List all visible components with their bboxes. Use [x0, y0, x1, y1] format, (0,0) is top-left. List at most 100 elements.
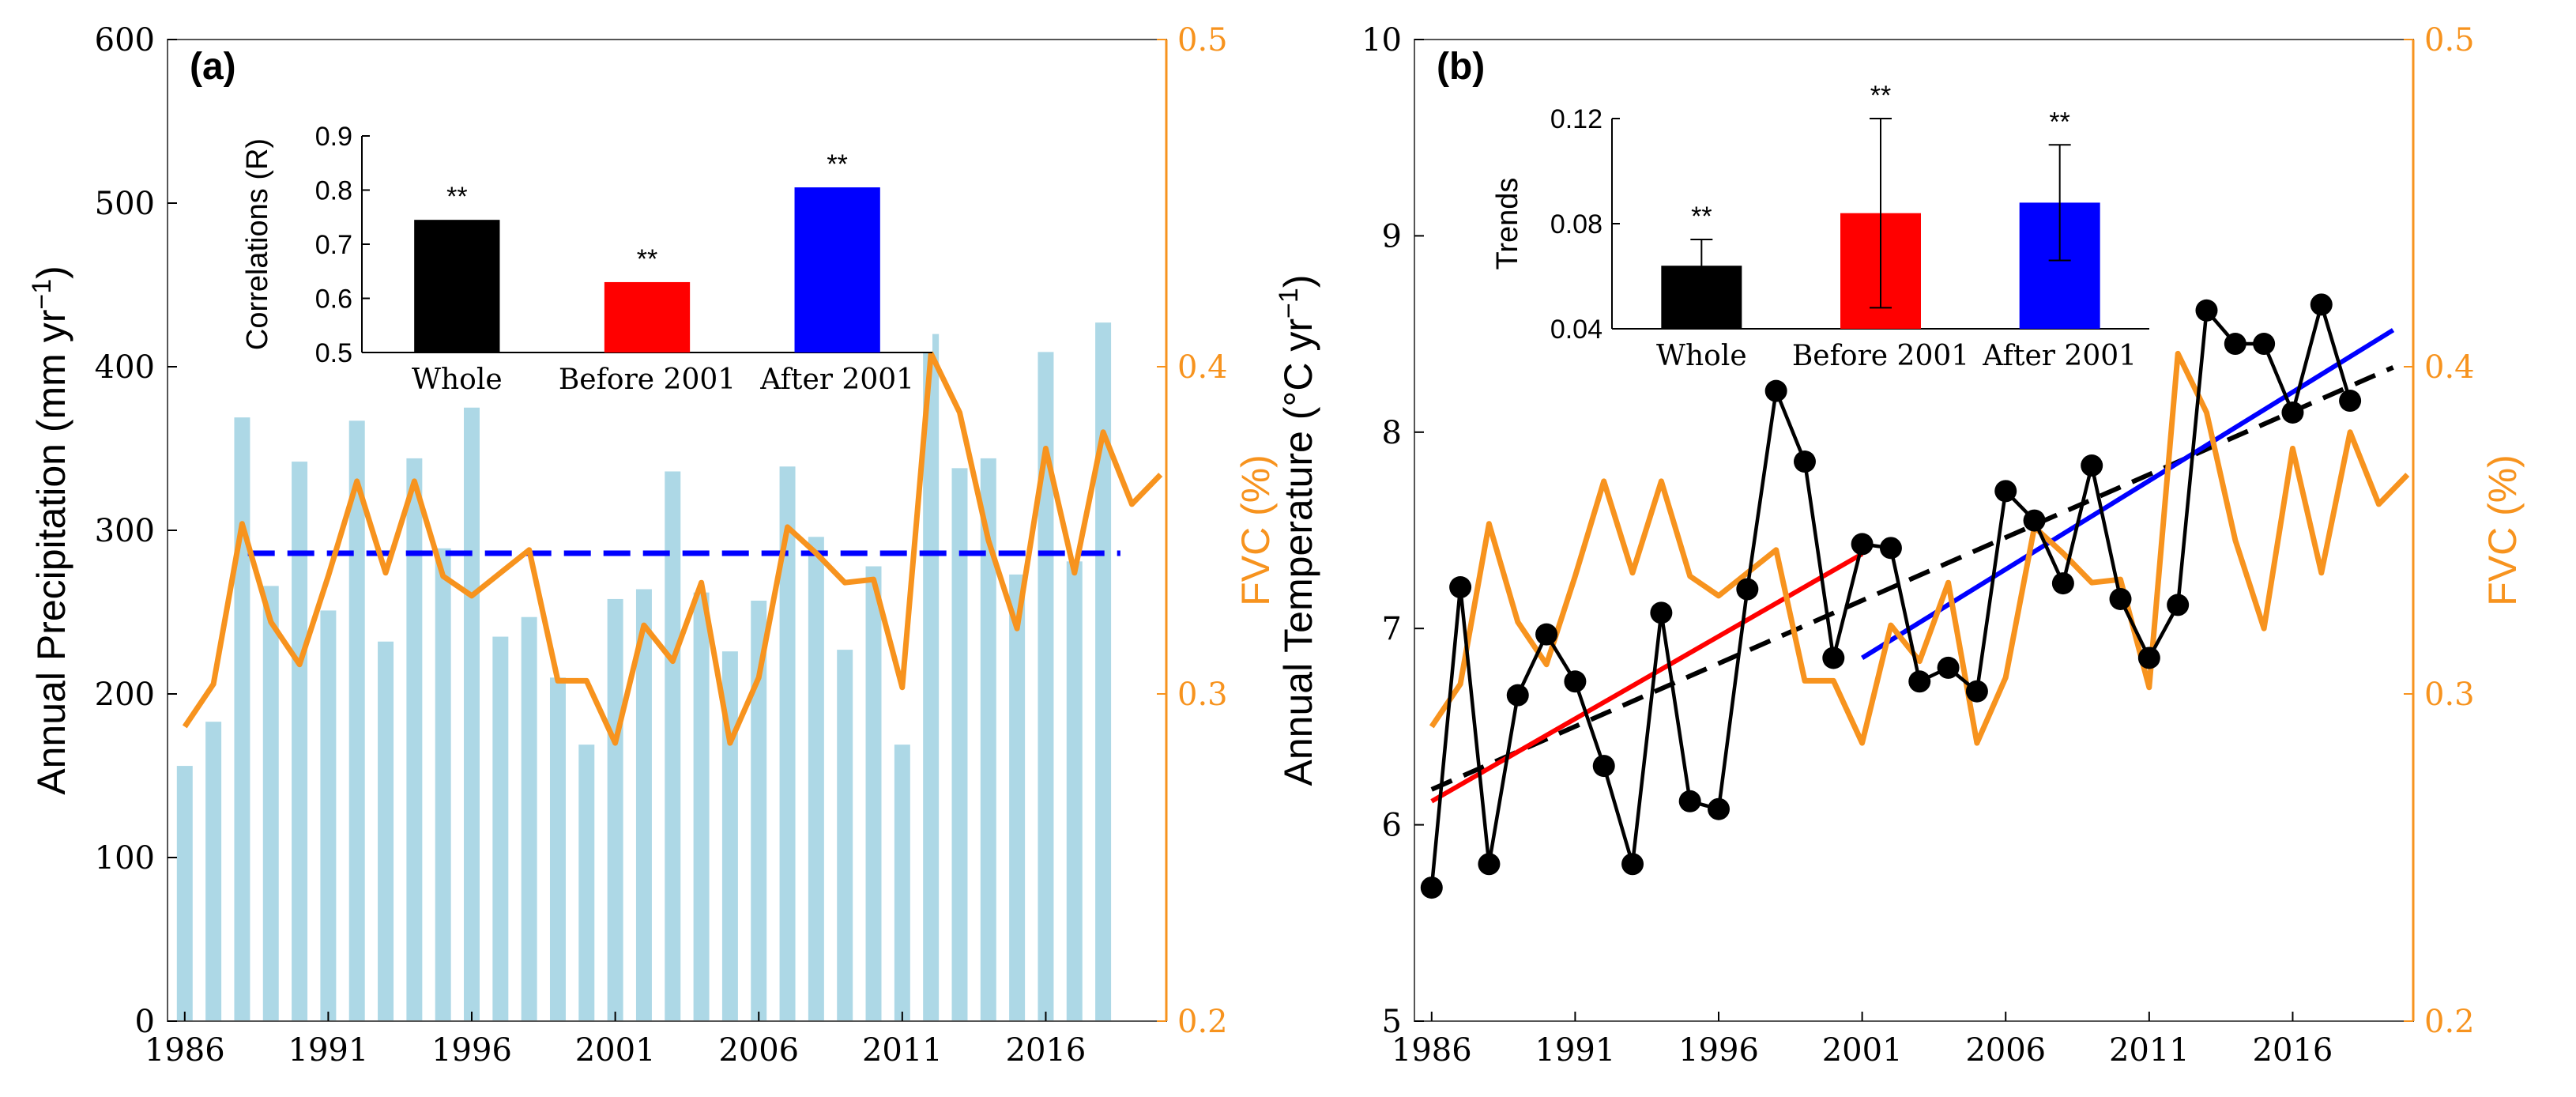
inset-y-tick-label: 0.12 [1550, 104, 1602, 134]
y2-tick-label: 0.4 [2424, 349, 2475, 386]
y2-tick-label: 0.2 [2424, 1004, 2475, 1040]
precipitation-bar [751, 601, 767, 1021]
temperature-point [2137, 647, 2160, 669]
trend-line-before-2001 [1430, 552, 1864, 804]
inset-category-label: Before 2001 [1792, 340, 1969, 372]
inset-bar [794, 187, 880, 352]
y2-tick-label: 0.3 [2424, 677, 2475, 713]
y-tick-label: 8 [1382, 415, 1402, 451]
fvc-line-a [182, 350, 1163, 746]
temperature-point [1879, 537, 1902, 560]
temperature-point [1449, 576, 1472, 599]
inset-bar [604, 281, 691, 352]
temperature-point [1965, 680, 1988, 703]
y-ticks-a: 0 100 200 300 400 500 600 [95, 22, 177, 1040]
y-tick-label: 10 [1361, 22, 1402, 58]
significance-marker: ** [446, 182, 467, 212]
precipitation-bar [464, 407, 480, 1021]
temperature-point [1937, 656, 1960, 679]
precipitation-bar [951, 468, 968, 1021]
panel-label-b: (b) [1437, 46, 1485, 88]
precipitation-bar [234, 417, 250, 1021]
significance-marker: ** [827, 149, 847, 179]
y-tick-label: 6 [1382, 808, 1402, 844]
y-tick-label: 100 [95, 840, 155, 876]
precipitation-bar [1038, 352, 1054, 1021]
precipitation-bar [435, 548, 451, 1021]
precipitation-bar [837, 650, 853, 1021]
inset-category-label: Whole [412, 364, 503, 396]
inset-y-label: Correlations (R) [241, 138, 274, 350]
temperature-point [1678, 790, 1701, 812]
inset-y-tick-label: 0.04 [1550, 315, 1602, 345]
temperature-point [1592, 755, 1615, 778]
temperature-point [2224, 333, 2246, 356]
y2-axis-label-a: FVC (%) [1233, 454, 1278, 606]
inset-category-label: After 2001 [759, 364, 914, 396]
x-tick-label: 1996 [1678, 1032, 1759, 1069]
precipitation-bar [521, 616, 537, 1021]
y-tick-label: 600 [95, 22, 155, 58]
x-tick-label: 1991 [1535, 1032, 1616, 1069]
temperature-point [1506, 684, 1529, 707]
precipitation-bar [721, 651, 738, 1021]
x-tick-label: 2016 [1006, 1032, 1087, 1069]
temperature-point [2081, 454, 2103, 477]
x-tick-label: 2001 [1822, 1032, 1903, 1069]
temperature-point [2281, 401, 2304, 424]
temperature-point [2167, 594, 2190, 616]
y-axis-label-a: Annual Precipitation (mm yr−1) [27, 266, 73, 795]
temperature-point [1764, 379, 1787, 402]
y2-tick-label: 0.2 [1177, 1004, 1228, 1040]
precipitation-bar [808, 537, 824, 1021]
inset-correlations: 0.5 0.6 0.7 0.8 0.9 ** Whole ** Before 2001 ** Aft… [241, 122, 932, 396]
precipitation-bar [980, 458, 996, 1021]
temperature-point [1851, 533, 1874, 556]
y2-ticks-a: 0.2 0.3 0.4 0.5 [1157, 22, 1228, 1040]
y-tick-label: 500 [95, 186, 155, 222]
precipitation-bar [549, 677, 566, 1021]
y2-tick-label: 0.5 [2424, 22, 2475, 58]
x-ticks-b: 1986 1991 1996 2001 2006 2011 2016 [1392, 1012, 2333, 1069]
y2-ticks-b: 0.2 0.3 0.4 0.5 [2404, 22, 2475, 1040]
temperature-points [1420, 293, 2362, 899]
inset-y-label: Trends [1491, 178, 1524, 270]
inset-y-tick-label: 0.7 [315, 230, 352, 260]
inset-category-label: After 2001 [1982, 340, 2137, 372]
precipitation-bar [320, 610, 337, 1021]
temperature-point [1650, 601, 1673, 624]
significance-marker: ** [1870, 81, 1891, 111]
temperature-point [2023, 509, 2046, 532]
y-tick-label: 400 [95, 349, 155, 386]
y-tick-label: 300 [95, 513, 155, 549]
inset-y-tick-label: 0.9 [315, 122, 352, 152]
precipitation-bar [378, 641, 394, 1021]
precipitation-bar [1095, 322, 1112, 1021]
precipitation-bar [176, 766, 193, 1021]
precipitation-bar [348, 420, 365, 1021]
y-axis-label-b: Annual Temperature (°C yr−1) [1274, 275, 1320, 786]
precipitation-bar [1066, 561, 1083, 1021]
temperature-point [1793, 450, 1816, 473]
temperature-point [1621, 853, 1644, 876]
y2-axis-label-b: FVC (%) [2480, 454, 2525, 606]
temperature-point [1908, 670, 1931, 693]
temperature-point [1994, 480, 2017, 503]
inset-y-tick-label: 0.6 [315, 285, 352, 315]
temperature-point [2310, 293, 2333, 316]
y-tick-label: 7 [1382, 611, 1402, 647]
panel-a: 0 100 200 300 400 500 600 0.2 0.3 0.4 0.5 1986 199… [27, 22, 1278, 1069]
precipitation-bar [693, 592, 710, 1021]
x-tick-label: 2006 [718, 1032, 799, 1069]
temperature-point [1478, 853, 1501, 876]
x-tick-label: 1986 [1392, 1032, 1472, 1069]
precipitation-bar [205, 722, 222, 1021]
y-tick-label: 9 [1382, 218, 1402, 254]
precipitation-bar [635, 589, 652, 1021]
panel-label-a: (a) [190, 46, 236, 88]
inset-y-tick-label: 0.8 [315, 176, 352, 206]
precipitation-bars [176, 322, 1112, 1022]
precipitation-bar [1009, 574, 1026, 1021]
temperature-point [1736, 578, 1759, 601]
